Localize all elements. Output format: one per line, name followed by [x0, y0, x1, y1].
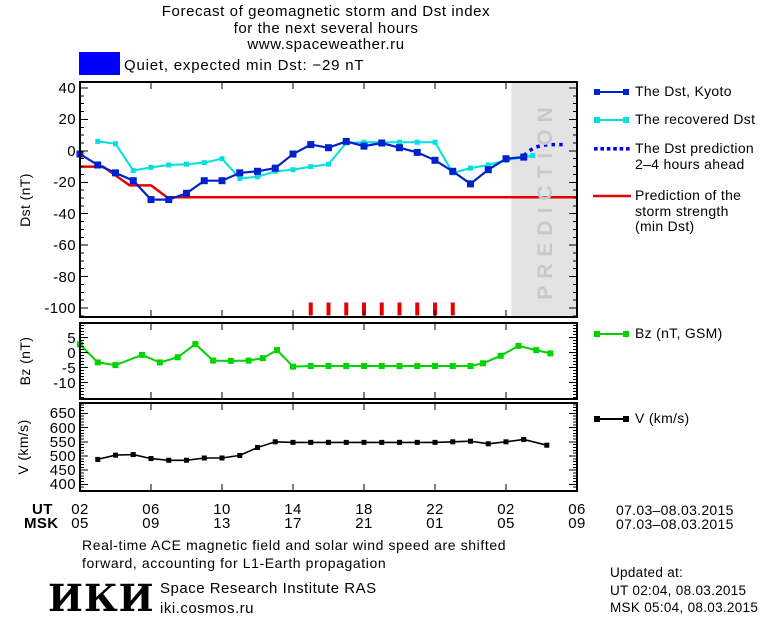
legend-label: The Dst prediction 2–4 hours ahead [635, 140, 755, 172]
updated-at-msk: MSK 05:04, 08.03.2015 [610, 600, 759, 615]
msk-date-range: 07.03–08.03.2015 [616, 516, 734, 532]
chart-title: Forecast of geomagnetic storm and Dst in… [126, 3, 526, 54]
legend-swatch-line-squares [594, 416, 629, 422]
legend-label: Bz (nT, GSM) [635, 325, 723, 341]
legend-label: V (km/s) [635, 410, 690, 426]
legend-label: The recovered Dst [635, 111, 756, 127]
v-y-tick-label: 600 [49, 419, 76, 437]
storm-level-swatch [79, 52, 120, 75]
dst-y-tick-label: 40 [58, 80, 76, 97]
dst-y-tick-label: -80 [53, 268, 76, 286]
legend-item-dst-2: The Dst prediction 2–4 hours ahead [593, 140, 755, 172]
v-y-tick-label: 400 [49, 476, 76, 494]
dst-axis-title: Dst (nT) [17, 173, 33, 227]
legend-item-dst-0: The Dst, Kyoto [593, 83, 732, 100]
legend-swatch-dotted [594, 147, 630, 151]
institute-name: Space Research Institute RAS [160, 580, 377, 597]
msk-tick-label: 13 [213, 515, 231, 532]
footnote-line-2: forward, accounting for L1-Earth propaga… [82, 555, 387, 571]
legend-swatch-line-squares [594, 331, 629, 337]
msk-tick-label: 09 [568, 515, 586, 532]
title-line-1: Forecast of geomagnetic storm and Dst in… [161, 3, 491, 20]
ut-tick-label: 06 [568, 501, 586, 518]
prediction-band-label: PREDICTION [534, 100, 557, 300]
legend-swatch-line [593, 194, 631, 198]
legend-item-dst-1: The recovered Dst [593, 111, 756, 128]
storm-status-text: Quiet, expected min Dst: −29 nT [124, 57, 365, 74]
updated-at-label: Updated at: [610, 565, 684, 580]
v-y-tick-label: 500 [49, 448, 76, 465]
ut-tick-label: 22 [426, 501, 444, 518]
dst-y-tick-label: -100 [44, 299, 76, 317]
dst-y-tick-label: -40 [53, 205, 76, 223]
bz-y-tick-label: 5 [67, 329, 76, 347]
bz-y-tick-label: -5 [61, 359, 76, 377]
msk-tick-label: 17 [284, 515, 302, 532]
v-y-tick-label: 550 [49, 433, 76, 451]
msk-tick-label: 05 [71, 515, 89, 532]
ut-date-range: 07.03–08.03.2015 [616, 502, 734, 518]
msk-tick-label: 05 [497, 515, 515, 532]
dst-y-tick-label: 20 [58, 111, 76, 129]
ut-tick-label: 02 [497, 501, 515, 518]
legend-swatch-line-squares [594, 89, 629, 95]
v-y-tick-label: 650 [49, 405, 76, 423]
dst-y-tick-label: 0 [67, 142, 76, 160]
legend-item-dst-3: Prediction of the storm strength (min Dst) [593, 187, 742, 235]
institute-site: iki.cosmos.ru [160, 600, 255, 617]
legend-label: Prediction of the storm strength (min Dst) [635, 187, 742, 234]
msk-tick-label: 21 [355, 515, 373, 532]
ut-tick-label: 14 [284, 501, 302, 518]
title-line-3: www.spaceweather.ru [247, 36, 405, 53]
msk-tick-label: 09 [142, 515, 160, 532]
ut-tick-label: 10 [213, 501, 231, 518]
legend-swatch-line-squares [594, 117, 629, 123]
ut-tick-label: 06 [142, 501, 160, 518]
footnote-line-1: Real-time ACE magnetic field and solar w… [82, 537, 507, 553]
legend-label: The Dst, Kyoto [635, 83, 732, 99]
dst-y-tick-label: -60 [53, 237, 76, 255]
legend-item-v: V (km/s) [593, 410, 690, 427]
msk-tick-label: 01 [426, 515, 444, 532]
v-y-tick-label: 450 [49, 462, 76, 480]
updated-at-ut: UT 02:04, 08.03.2015 [610, 583, 747, 598]
legend-item-bz: Bz (nT, GSM) [593, 325, 723, 342]
ut-tick-label: 18 [355, 501, 373, 518]
title-line-2: for the next several hours [233, 19, 419, 37]
bz-y-tick-label: -10 [53, 374, 76, 392]
iki-logo: ИКИ [48, 576, 155, 620]
bz-y-tick-label: 0 [67, 344, 76, 362]
ut-row-label: UT [32, 501, 53, 518]
dst-y-tick-label: -20 [53, 174, 76, 192]
ut-tick-label: 02 [71, 501, 89, 518]
msk-row-label: MSK [24, 515, 59, 532]
